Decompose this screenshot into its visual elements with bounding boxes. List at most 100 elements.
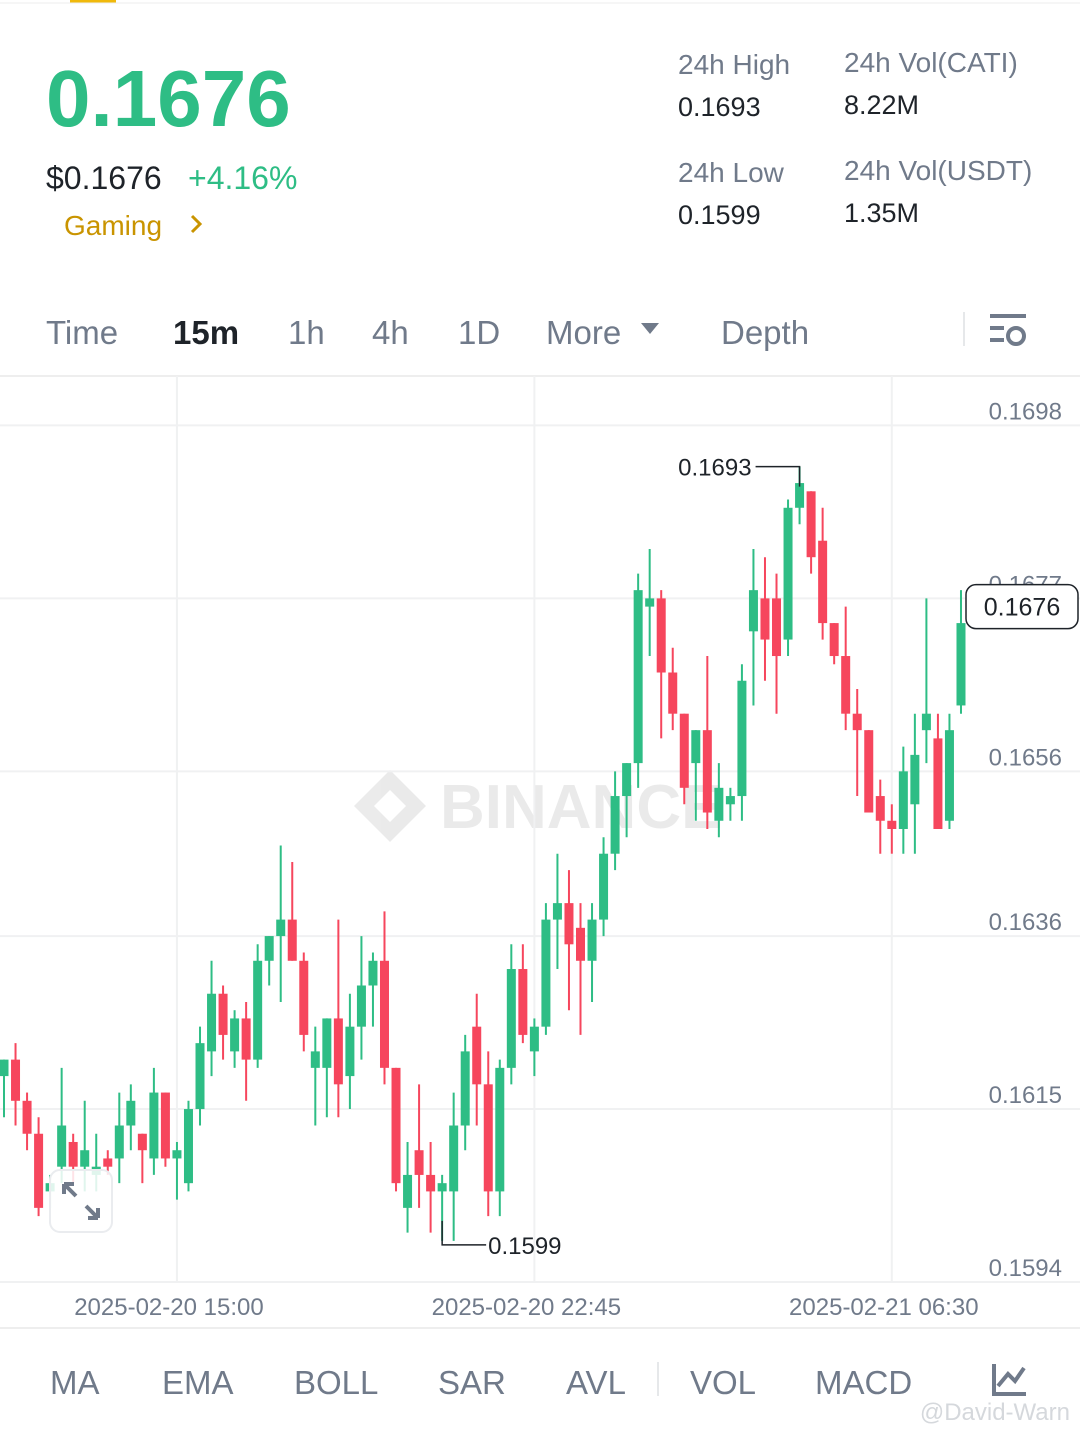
candle-body — [725, 796, 735, 805]
tab[interactable]: 1D — [458, 314, 500, 351]
y-tick-label: 0.1636 — [989, 909, 1062, 936]
candle-body — [403, 1174, 413, 1208]
x-tick-label: 2025-02-20 15:00 — [74, 1294, 264, 1321]
candle-body — [495, 1067, 505, 1192]
tab[interactable]: Time — [46, 314, 118, 351]
indicator-tab[interactable]: AVL — [566, 1364, 626, 1401]
candle-body — [34, 1133, 44, 1208]
candle-body — [668, 672, 678, 714]
settings-icon[interactable] — [990, 314, 1026, 346]
candle-body — [748, 590, 758, 632]
candle-body — [333, 1018, 343, 1085]
candle-body — [345, 1026, 355, 1077]
indicator-tab[interactable]: BOLL — [294, 1364, 378, 1401]
candle-body — [702, 730, 712, 813]
stat-label: 24h Low — [678, 157, 785, 188]
max-leader — [755, 465, 801, 487]
candle-body — [207, 993, 217, 1052]
candle-body — [737, 680, 747, 797]
candle-body — [679, 713, 689, 788]
candle-body — [587, 919, 597, 961]
candle-body — [103, 1158, 113, 1167]
candle-body — [379, 960, 389, 1068]
max-label: 0.1693 — [678, 455, 751, 482]
candle-body — [956, 623, 966, 706]
candle-body — [795, 483, 805, 508]
candle-body — [230, 1018, 240, 1052]
candle-body — [460, 1051, 470, 1126]
candle-body — [875, 796, 885, 821]
indicator-bar: MA EMA BOLL SAR AVL VOL MACD — [50, 1364, 912, 1401]
candle-body — [437, 1183, 447, 1192]
candle-body — [426, 1174, 436, 1192]
y-tick-label: 0.1656 — [989, 744, 1062, 771]
indicator-tab[interactable]: MA — [50, 1364, 100, 1401]
indicator-tab[interactable]: SAR — [438, 1364, 506, 1401]
y-tick-label: 0.1594 — [989, 1255, 1062, 1282]
stat-label: 24h Vol(USDT) — [844, 155, 1032, 186]
candle-body — [518, 969, 528, 1035]
candle-body — [391, 1067, 401, 1184]
tab[interactable]: Depth — [721, 314, 809, 351]
more-caret — [641, 323, 659, 334]
last-price: 0.1676 — [46, 54, 291, 143]
candle-body — [310, 1051, 320, 1068]
stat-value: 8.22M — [844, 90, 919, 120]
candle-body — [864, 730, 874, 813]
stat-value: 0.1599 — [678, 200, 761, 230]
candle-body — [80, 1150, 90, 1167]
tag-chevron — [190, 214, 203, 234]
candle-body — [783, 507, 793, 640]
candle-body — [68, 1141, 78, 1167]
candle-body — [160, 1092, 170, 1159]
y-tick-label: 0.1698 — [989, 398, 1062, 425]
tab[interactable]: 1h — [288, 314, 325, 351]
watermark: BINANCE — [354, 770, 722, 842]
candle-body — [183, 1109, 193, 1184]
candle-body — [760, 598, 770, 640]
top-indicator — [70, 0, 116, 3]
candle-body — [483, 1084, 493, 1192]
tab[interactable]: 4h — [372, 314, 409, 351]
candle-body — [218, 993, 228, 1035]
min-leader — [441, 1220, 487, 1246]
candle-body — [241, 1018, 251, 1060]
tab[interactable]: More — [546, 314, 621, 351]
indicator-tab[interactable]: VOL — [690, 1364, 756, 1401]
candle-body — [599, 853, 609, 920]
plot: 0.15940.16150.16360.16560.16770.16982025… — [0, 376, 1080, 1321]
watermark-text: BINANCE — [440, 773, 722, 842]
candle-body — [449, 1125, 459, 1192]
indicator-tab[interactable]: MACD — [815, 1364, 912, 1401]
candle-body — [576, 927, 585, 961]
candle-body — [126, 1100, 136, 1126]
x-tick-label: 2025-02-21 06:30 — [789, 1294, 979, 1321]
indicator-tab[interactable]: EMA — [162, 1364, 234, 1401]
candle-body — [172, 1150, 182, 1159]
candle-body — [887, 820, 897, 829]
last-price-tag — [965, 583, 1079, 630]
candle-body — [933, 738, 943, 829]
candle-body — [414, 1150, 424, 1175]
expand-button[interactable] — [49, 1169, 113, 1233]
stat-value: 0.1693 — [678, 92, 761, 122]
stat-label: 24h High — [678, 49, 790, 80]
candle-body — [22, 1100, 32, 1134]
candle-body — [921, 713, 931, 731]
candle-body — [806, 491, 816, 558]
price-change: +4.16% — [188, 160, 297, 196]
usd-price: $0.1676 — [46, 160, 162, 196]
category-tag[interactable]: Gaming — [64, 210, 162, 241]
candle-body — [841, 656, 851, 714]
chart-settings-icon[interactable] — [992, 1364, 1026, 1396]
candle-body — [714, 787, 724, 821]
tab[interactable]: 15m — [173, 314, 239, 351]
candle-body — [852, 713, 862, 731]
candle-body — [114, 1125, 124, 1159]
credit: @David-Warn — [920, 1399, 1070, 1426]
candle-body — [541, 919, 551, 1027]
candle-body — [57, 1125, 67, 1167]
candle-body — [622, 763, 632, 797]
